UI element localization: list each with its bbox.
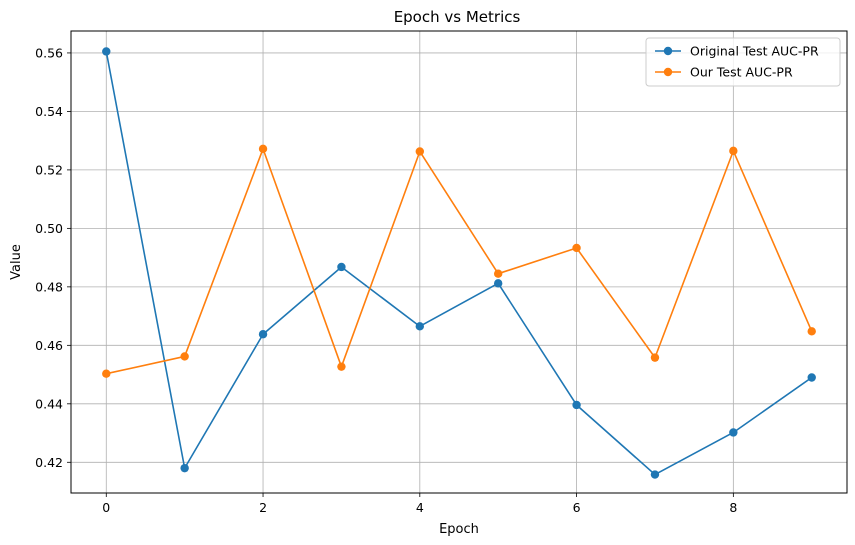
legend: Original Test AUC-PR Our Test AUC-PR (645, 37, 841, 87)
x-tick-label: 2 (259, 500, 267, 515)
legend-label: Original Test AUC-PR (690, 44, 819, 59)
chart-title: Epoch vs Metrics (394, 8, 521, 26)
series-2-line (106, 148, 813, 375)
series-1 (102, 47, 816, 479)
legend-label: Our Test AUC-PR (690, 65, 793, 80)
series-1-point (493, 279, 503, 288)
x-tick-label: 4 (416, 500, 424, 515)
y-tick-label: 0.42 (35, 455, 63, 470)
series-1-point (180, 463, 189, 473)
series-2-point (650, 353, 660, 362)
series-2-point (180, 352, 189, 361)
y-tick-label: 0.50 (35, 221, 63, 236)
series-1-point (337, 262, 346, 272)
series-1-point (729, 428, 738, 437)
series-2-point (729, 146, 738, 156)
plot-frame (70, 30, 848, 494)
y-tick-label: 0.56 (35, 45, 63, 60)
series-1-point (258, 330, 268, 339)
series-1-line (105, 51, 813, 476)
series-2-point (102, 369, 111, 378)
series-lines (102, 47, 816, 479)
x-tick-label: 0 (102, 500, 110, 515)
legend-item: Original Test AUC-PR (655, 44, 819, 59)
series-2-point (572, 243, 581, 253)
y-tick-label: 0.48 (35, 279, 63, 294)
y-tick-label: 0.44 (35, 396, 63, 411)
x-tick-label: 8 (729, 500, 737, 515)
series-1-point (572, 400, 581, 410)
grid-lines (71, 31, 847, 493)
y-tick-label: 0.54 (35, 104, 63, 119)
series-2 (102, 144, 816, 378)
y-axis-ticks: 0.42 0.44 0.46 0.48 0.50 0.52 0.54 0.56 (35, 45, 71, 470)
series-2-point (258, 144, 268, 154)
y-tick-label: 0.52 (35, 162, 63, 177)
series-1-point (102, 47, 111, 56)
x-tick-label: 6 (573, 500, 581, 515)
y-tick-label: 0.46 (35, 338, 63, 353)
legend-marker (663, 46, 673, 56)
series-1-point (650, 470, 660, 479)
series-1-point (807, 373, 816, 382)
x-axis-ticks: 0 2 4 6 8 (102, 493, 737, 515)
legend-box (645, 37, 841, 87)
series-2-point (807, 327, 816, 336)
legend-marker (663, 67, 673, 77)
y-axis-label: Value (9, 244, 24, 280)
legend-item: Our Test AUC-PR (655, 65, 793, 80)
x-axis-label: Epoch (439, 522, 479, 537)
series-2-point (493, 269, 503, 278)
series-2-point (415, 147, 425, 156)
series-2-point (337, 362, 346, 371)
series-1-point (415, 322, 425, 331)
